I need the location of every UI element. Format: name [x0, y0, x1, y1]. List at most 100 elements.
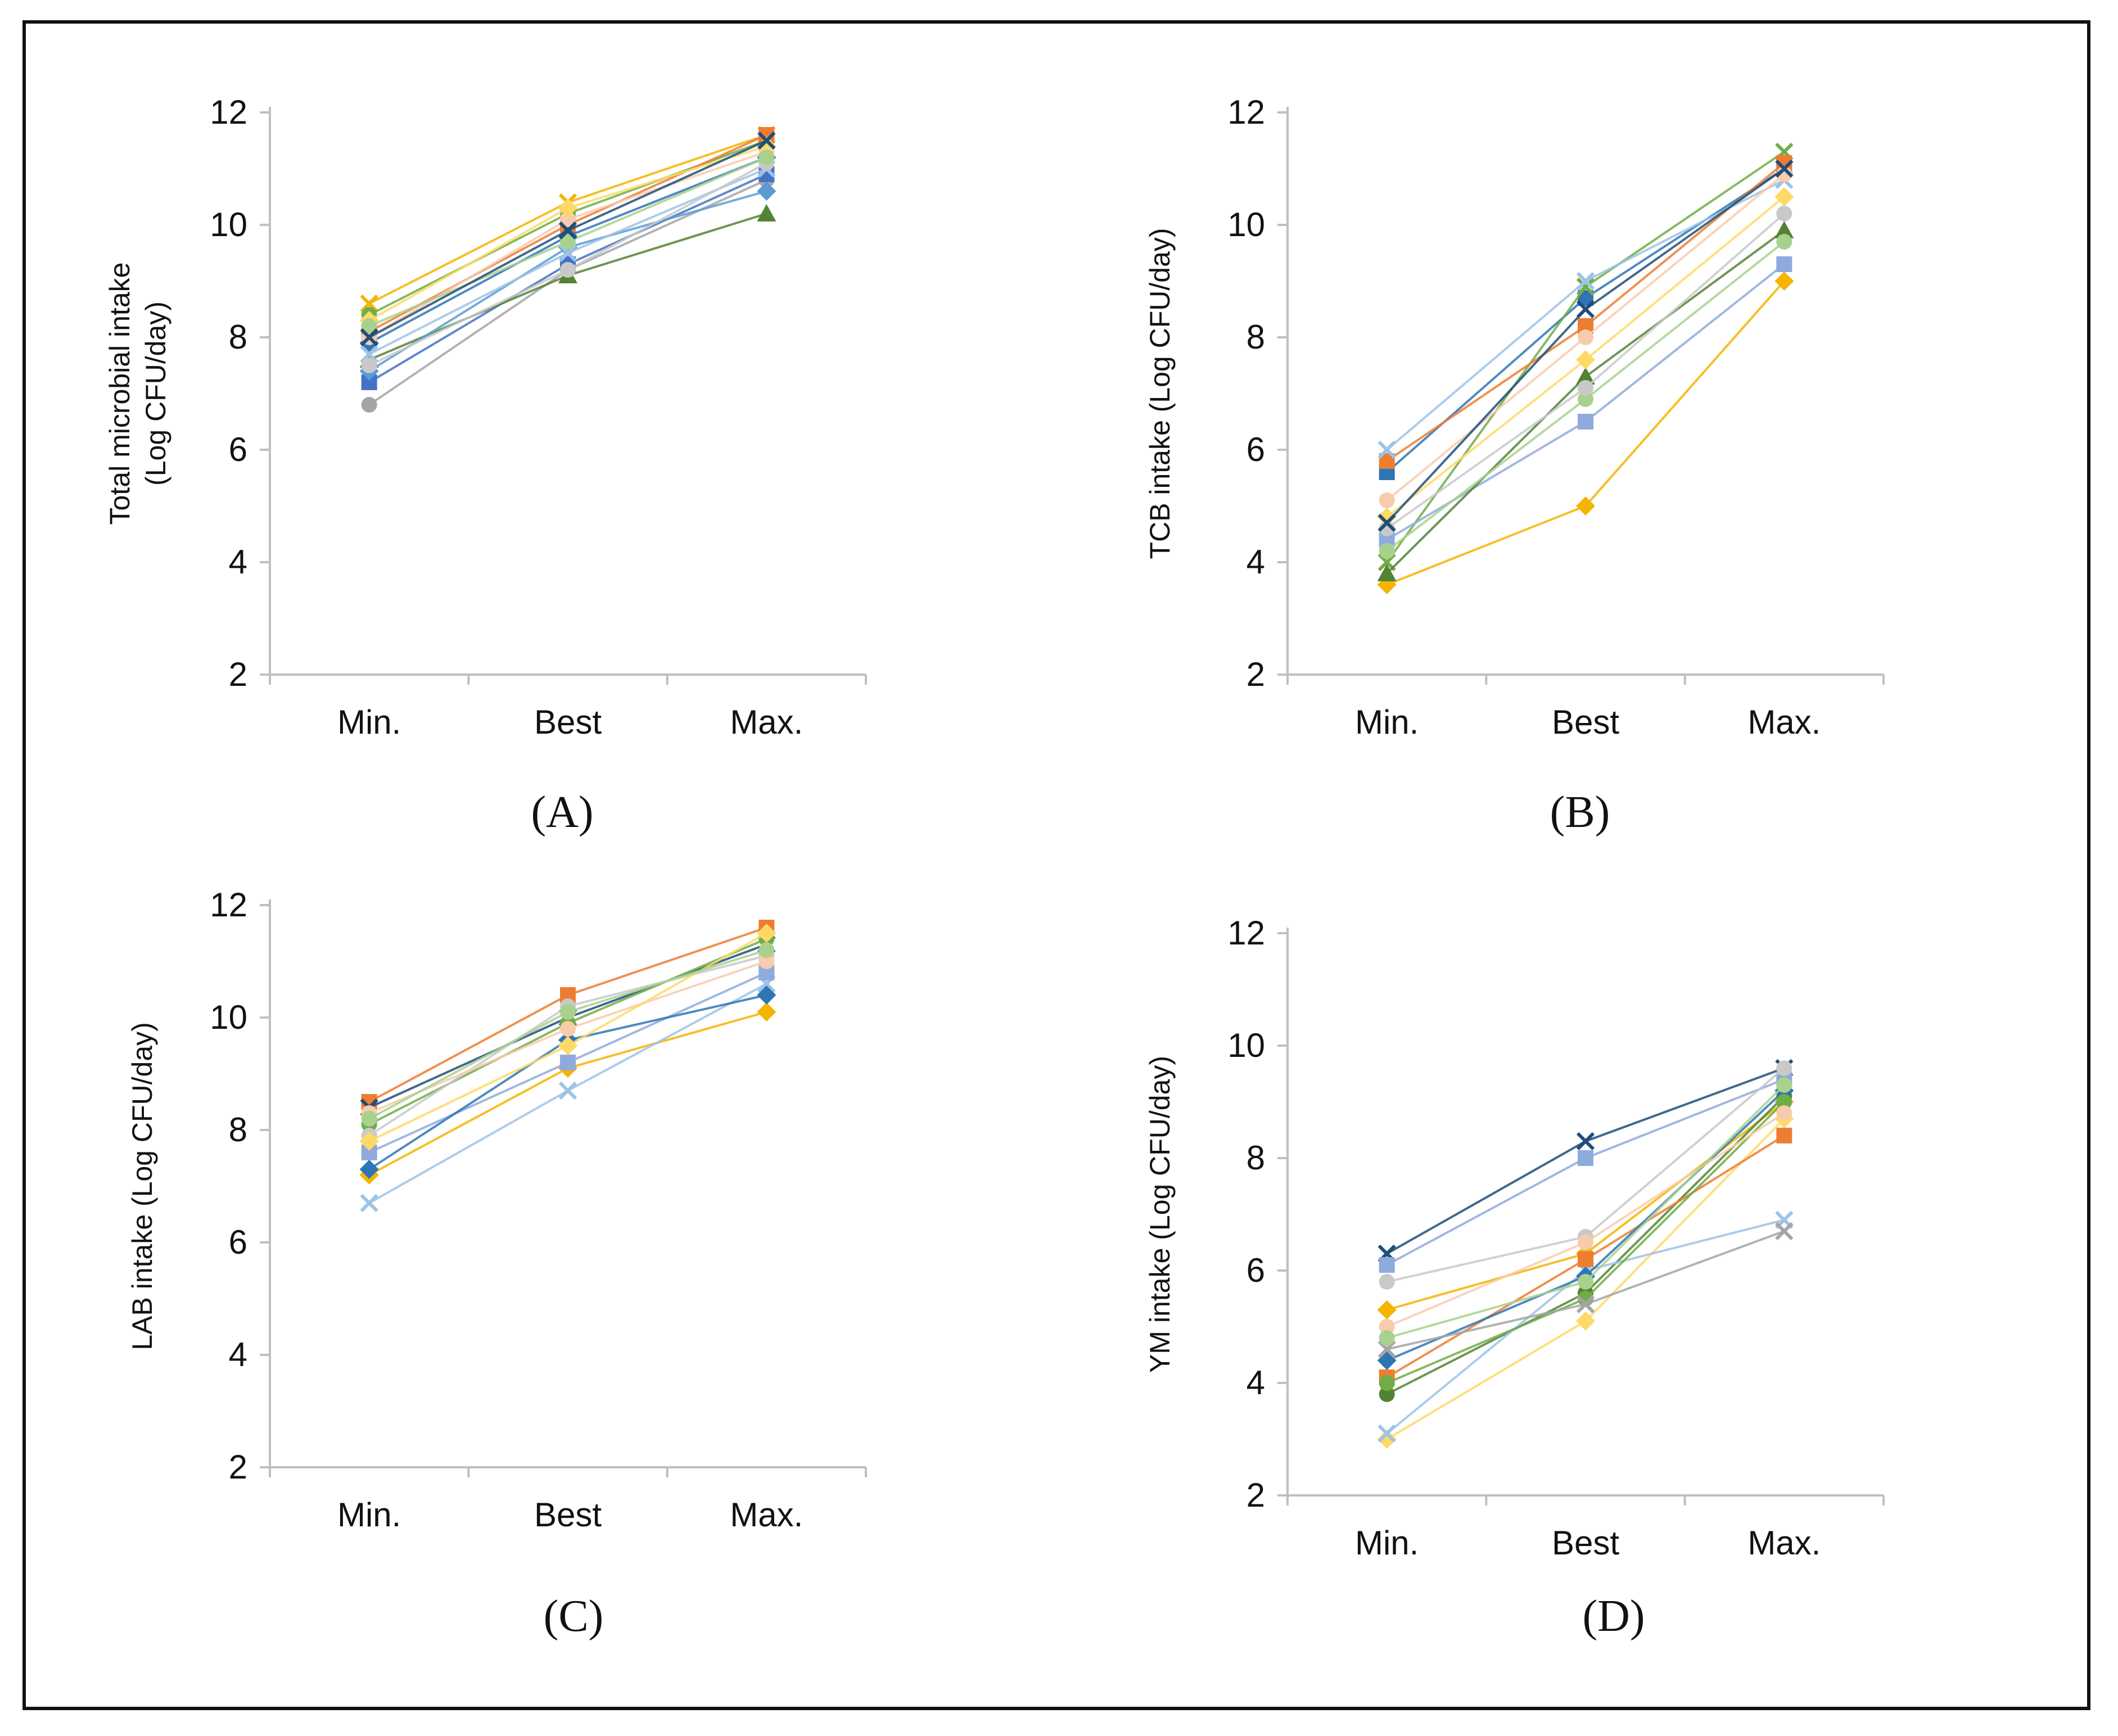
- x-tick-label: Max.: [1747, 1524, 1821, 1562]
- data-point: [1576, 496, 1595, 516]
- x-tick-label: Min.: [1355, 1524, 1419, 1562]
- chart-b-plot: 2 4 6 8 10 12 Min. Best Max. TCB intake (Log CFU/…: [1144, 93, 1885, 741]
- x-tick-label: Best: [1552, 703, 1619, 741]
- data-point: [1576, 1132, 1595, 1151]
- data-point: [1576, 272, 1595, 291]
- data-point: [1578, 329, 1593, 345]
- y-tick-label: 8: [229, 318, 247, 356]
- data-point: [560, 1055, 576, 1070]
- chart-c-plot: 2 4 6 8 10 12 Min. Best Max. LAB intake (Log CFU/…: [127, 886, 867, 1534]
- data-point: [560, 211, 576, 227]
- data-point: [1578, 1274, 1593, 1290]
- chart-a-plot: 2 4 6 8 10 12 Min. Best Max. Total microbial inta…: [104, 93, 867, 741]
- data-point: [1578, 1150, 1593, 1166]
- panel-a: 2 4 6 8 10 12 Min. Best Max. Total microbial inta…: [79, 79, 922, 765]
- y-axis-title: Total microbial intake: [104, 263, 136, 525]
- data-point: [1377, 564, 1397, 581]
- y-tick-label: 10: [210, 206, 247, 243]
- x-tick-label: Min.: [337, 1496, 401, 1534]
- data-point: [758, 953, 775, 969]
- data-point: [1576, 277, 1595, 296]
- data-point: [1377, 508, 1397, 527]
- data-point: [1578, 1235, 1593, 1250]
- data-point: [361, 397, 377, 413]
- data-point: [1379, 492, 1395, 508]
- data-point: [360, 345, 378, 364]
- y-tick-label: 2: [1247, 655, 1265, 693]
- x-tick-label: Max.: [730, 1496, 803, 1534]
- data-point: [757, 204, 776, 221]
- y-tick-label: 8: [1247, 1139, 1265, 1177]
- data-point: [757, 182, 776, 201]
- data-point: [1377, 1430, 1397, 1449]
- data-point: [1377, 1300, 1397, 1319]
- y-tick-label: 12: [210, 886, 247, 924]
- data-point: [560, 234, 576, 250]
- y-tick-label: 12: [210, 93, 247, 131]
- y-tick-label: 8: [1247, 318, 1265, 356]
- data-point: [1576, 367, 1595, 385]
- y-tick-label: 8: [229, 1111, 247, 1149]
- y-tick-label: 2: [1247, 1476, 1265, 1514]
- data-point: [1379, 1386, 1395, 1402]
- data-point: [359, 1132, 379, 1151]
- data-point: [1378, 440, 1396, 459]
- chart-d-plot: 2 4 6 8 10 12 Min. Best Max. YM intake (Log CFU/d…: [1144, 914, 1885, 1562]
- data-point: [360, 328, 378, 347]
- data-point: [1775, 1222, 1794, 1241]
- data-point: [1776, 1105, 1792, 1121]
- data-point: [1774, 272, 1794, 291]
- y-axis-title: LAB intake (Log CFU/day): [127, 1022, 158, 1350]
- panel-b: 2 4 6 8 10 12 Min. Best Max. TCB intake (Log CFU/…: [1096, 79, 1940, 765]
- y-tick-label: 6: [229, 431, 247, 468]
- data-point: [361, 318, 377, 334]
- data-point: [360, 1194, 378, 1213]
- data-point: [757, 924, 776, 943]
- data-point: [757, 1002, 776, 1021]
- data-point: [560, 1004, 576, 1020]
- data-point: [1776, 206, 1792, 221]
- panel-a-label: (A): [531, 788, 594, 837]
- y-tick-label: 2: [229, 1448, 247, 1486]
- data-point: [1379, 1319, 1395, 1335]
- data-point: [1576, 1295, 1595, 1314]
- data-point: [558, 1036, 577, 1055]
- data-point: [1774, 187, 1794, 206]
- data-point: [359, 1160, 379, 1179]
- data-point: [1775, 159, 1794, 178]
- data-point: [360, 294, 378, 313]
- data-point: [560, 262, 576, 278]
- y-axis-title: YM intake (Log CFU/day): [1144, 1056, 1176, 1373]
- y-tick-label: 4: [229, 543, 247, 581]
- x-tick-label: Max.: [1747, 703, 1821, 741]
- y-tick-label: 10: [210, 998, 247, 1036]
- data-point: [1578, 391, 1593, 407]
- panel-d: 2 4 6 8 10 12 Min. Best Max. YM intake (Log CFU/d…: [1096, 899, 1940, 1585]
- x-tick-label: Min.: [337, 703, 401, 741]
- data-point: [1378, 513, 1396, 532]
- data-point: [1776, 1077, 1792, 1093]
- data-point: [1378, 1340, 1396, 1359]
- y-tick-label: 4: [1247, 1364, 1265, 1402]
- series-line: [1386, 179, 1785, 451]
- data-point: [1776, 234, 1792, 250]
- data-point: [758, 150, 775, 165]
- y-tick-label: 2: [229, 655, 247, 693]
- y-tick-label: 10: [1227, 1027, 1265, 1064]
- x-tick-label: Best: [534, 1496, 602, 1534]
- data-point: [757, 985, 776, 1005]
- y-tick-label: 6: [229, 1223, 247, 1261]
- data-point: [1576, 1312, 1595, 1331]
- data-point: [1379, 1330, 1395, 1346]
- data-point: [758, 942, 775, 958]
- data-point: [1378, 1424, 1396, 1443]
- data-point: [1578, 1251, 1593, 1267]
- data-point: [1379, 1375, 1395, 1391]
- data-point: [757, 137, 776, 156]
- panel-c-label: (C): [543, 1592, 604, 1641]
- data-point: [558, 1081, 577, 1100]
- y-axis-title: TCB intake (Log CFU/day): [1144, 228, 1176, 559]
- panel-d-label: (D): [1582, 1592, 1645, 1641]
- y-tick-label: 4: [229, 1336, 247, 1373]
- x-tick-label: Best: [534, 703, 602, 741]
